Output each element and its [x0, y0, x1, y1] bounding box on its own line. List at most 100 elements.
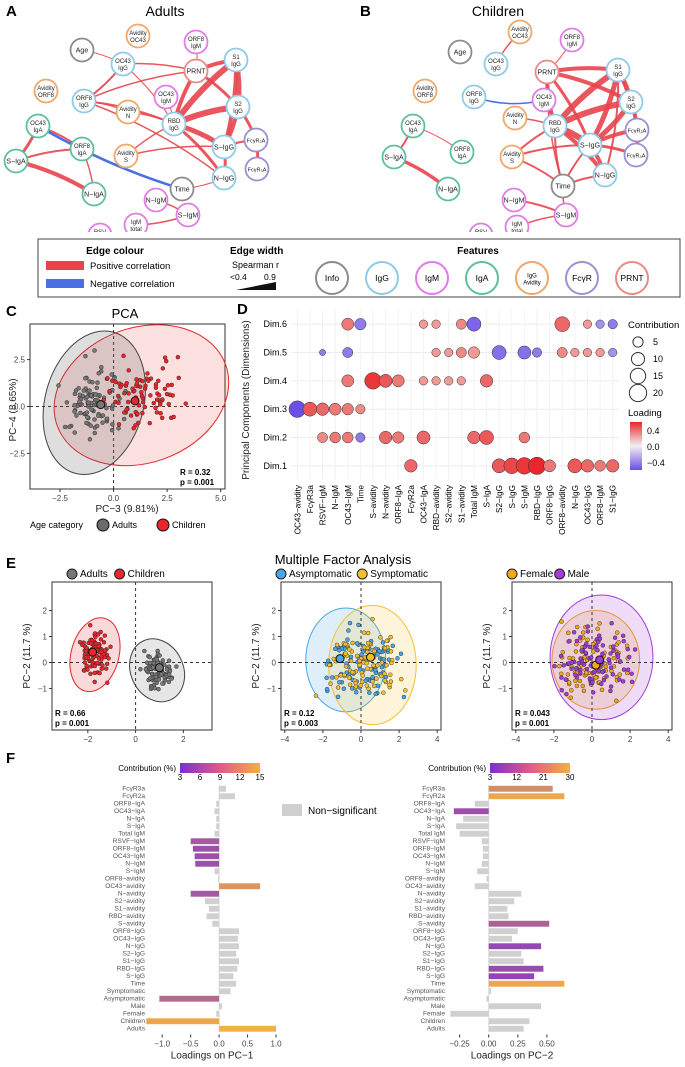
mfa-point: [607, 660, 612, 666]
loadings-bar: [477, 868, 489, 875]
dim-bubble: [431, 347, 441, 358]
mfa-ytick-label: 0: [43, 658, 48, 667]
mfa-point: [150, 665, 156, 670]
loadings-bar: [219, 1003, 222, 1010]
pca-point-child: [139, 390, 144, 395]
pca-point-child: [148, 393, 153, 398]
children-node-time: Time: [550, 173, 576, 199]
mfa-point: [629, 679, 635, 685]
mfa-point: [609, 621, 614, 626]
mfa-legend-label: Female: [520, 569, 554, 580]
mfa-point: [360, 679, 365, 684]
mfa-point: [373, 667, 378, 673]
contribution-legend-circle: [629, 367, 647, 385]
loadings-bar: [453, 808, 489, 815]
mfa-point: [337, 680, 342, 685]
mfa-point: [597, 636, 603, 642]
pca-ellipse-adults: [42, 330, 147, 476]
dim-bubble: [556, 347, 568, 358]
mfa-point: [388, 649, 394, 654]
adults-edge-positive: [125, 145, 225, 157]
loadings-bar: [159, 995, 220, 1002]
mfa-point: [621, 667, 627, 672]
pca-point-adult: [89, 407, 94, 412]
feature-legend-label: IgG: [375, 273, 389, 283]
loadings-bar: [219, 988, 231, 995]
mfa-title: Multiple Factor Analysis: [275, 552, 412, 567]
mfa-point: [561, 663, 566, 668]
loadings-category-label: S−IgG: [426, 973, 445, 980]
mfa-point: [629, 671, 634, 676]
node-label: ORF8: [76, 96, 93, 102]
node-circle: [211, 165, 237, 191]
mfa-ytick-label: −1: [267, 684, 277, 693]
loadings-bar: [488, 905, 508, 912]
pca-centroid-children: [130, 396, 140, 406]
dim-bubble: [317, 432, 328, 443]
node-label: S−IgG: [580, 142, 600, 149]
loadings-bar: [194, 853, 220, 860]
node-circle: [531, 87, 557, 113]
contribution-colorbar-tick: 30: [566, 773, 575, 782]
dim-bubble: [580, 459, 595, 473]
mfa-point: [601, 677, 607, 683]
loadings-category-label: N−IgM: [425, 861, 445, 868]
children-node-fcr2a: FcγR₂A: [624, 117, 650, 143]
mfa-point: [617, 672, 622, 677]
loadings-category-label: OC43−IgM: [413, 853, 445, 860]
node-circle: [504, 214, 530, 232]
mfa-point: [338, 673, 344, 678]
node-label: S−IgM: [178, 212, 199, 219]
pca-xtick-label: −2.5: [52, 494, 68, 503]
node-circle: [542, 113, 568, 139]
pca-point-adult: [84, 394, 90, 400]
loadings-bar: [219, 965, 238, 972]
mfa-point: [599, 681, 604, 687]
pca-point-adult: [96, 413, 101, 418]
mfa-point: [375, 652, 380, 657]
mfa-point: [143, 666, 149, 672]
dim-bubble: [378, 374, 393, 388]
network-legend: Edge colour Positive correlation Negativ…: [37, 238, 681, 298]
mfa-legend-label: Symptomatic: [370, 569, 428, 580]
node-label: OC43: [130, 38, 146, 44]
loadings-bar: [488, 965, 544, 972]
children-node-nigg: N−IgG: [592, 162, 618, 188]
mfa-point: [166, 672, 172, 677]
node-circle: [400, 113, 426, 139]
dim-feature-label: OC43−avidity: [293, 484, 302, 534]
mfa-point: [334, 675, 339, 680]
adults-node-nigm: N−IgM: [143, 187, 169, 213]
loadings-category-label: N−avidity: [118, 891, 146, 898]
mfa-point: [148, 676, 153, 681]
mfa-point: [106, 656, 111, 661]
dim-bubble: [582, 347, 592, 358]
mfa-point: [379, 660, 385, 665]
loadings-category-label: OC43−IgA: [414, 808, 446, 815]
loadings-category-label: S2−IgG: [122, 951, 145, 958]
edge-colour-title: Edge colour: [86, 246, 144, 257]
contribution-legend: 5 10 15 20: [628, 336, 663, 403]
mfa-ytick-label: 2: [43, 607, 48, 616]
node-label: IgG: [233, 109, 243, 115]
dim-feature-label: S2−IgG: [495, 485, 504, 513]
node-label: ORF8: [74, 144, 91, 150]
mfa-point: [585, 637, 590, 642]
loadings-bar: [481, 860, 489, 867]
node-label: IgM: [539, 102, 549, 108]
dim-feature-label: RSVF−IgM: [319, 485, 328, 525]
mfa-point: [147, 660, 153, 666]
feature-legend-circle: [515, 261, 549, 295]
loadings-xtick-label: 0.0: [214, 1040, 226, 1049]
mfa-point: [347, 682, 353, 687]
mfa-point: [156, 677, 162, 682]
mfa-point: [360, 673, 365, 678]
dim-feature-label: Time: [356, 485, 365, 503]
node-label: Age: [76, 47, 89, 54]
pca-point-adult: [93, 392, 98, 397]
loadings-bar: [488, 1003, 542, 1010]
mfa-xtick-label: −4: [280, 735, 290, 744]
node-circle: [381, 144, 407, 170]
mfa-point: [379, 665, 385, 670]
